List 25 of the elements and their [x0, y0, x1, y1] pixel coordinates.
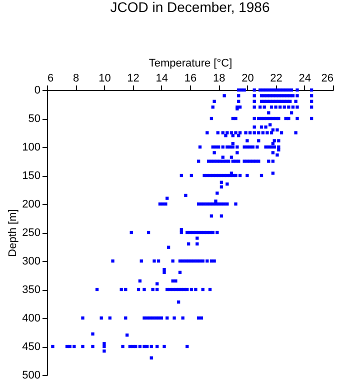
- y-tick-label: 0: [34, 84, 40, 96]
- y-axis-title: Depth [m]: [7, 209, 20, 257]
- x-tick-label: 26: [321, 72, 334, 84]
- chart-title: JCOD in December, 1986: [110, 0, 270, 15]
- x-tick-label: 22: [270, 72, 282, 84]
- x-tick-label: 12: [127, 72, 140, 84]
- x-tick-label: 14: [156, 72, 168, 84]
- x-tick-label: 16: [184, 72, 197, 84]
- x-tick-label: 24: [298, 72, 312, 84]
- y-tick-label: 250: [22, 227, 40, 239]
- x-axis-title: Temperature [°C]: [148, 58, 232, 70]
- y-tick-label: 450: [22, 341, 40, 353]
- x-tick-label: 6: [48, 72, 54, 84]
- y-tick-label: 150: [22, 170, 40, 182]
- y-tick-label: 500: [22, 370, 40, 382]
- y-tick-label: 50: [28, 113, 40, 125]
- x-tick-label: 10: [98, 72, 111, 84]
- x-tick-label: 18: [212, 72, 226, 84]
- x-tick-label: 20: [242, 72, 254, 84]
- y-tick-label: 350: [22, 284, 40, 296]
- y-tick-label: 400: [22, 312, 40, 324]
- y-tick-label: 100: [22, 142, 40, 154]
- x-tick-label: 8: [73, 72, 80, 84]
- y-tick-label: 200: [22, 198, 40, 210]
- y-tick-label: 300: [22, 256, 40, 268]
